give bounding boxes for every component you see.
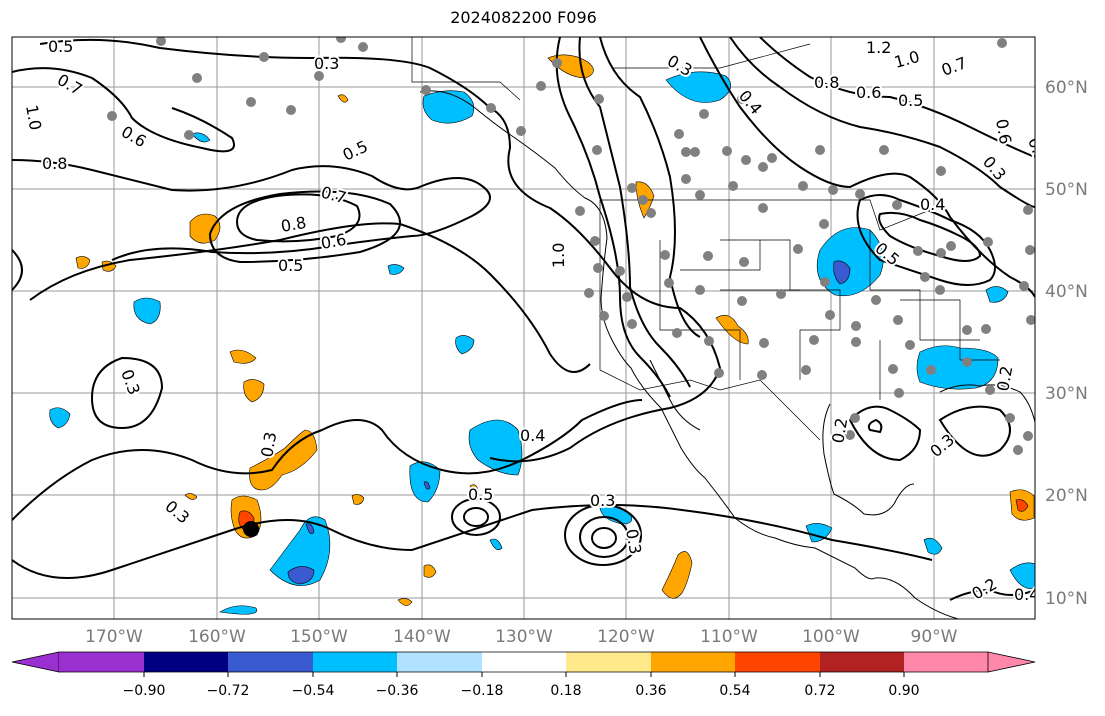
political-borders [411,37,1000,441]
colorbar-segment [904,652,988,672]
blue-region [305,523,315,535]
colorbar-segment [228,652,313,672]
contour-label: 1.2 [866,38,891,57]
station-markers [107,37,1035,455]
colorbar-segment [397,652,482,672]
light-blue-region [49,407,71,429]
contour-label: 0.4 [1014,585,1039,604]
light-blue-region [923,537,943,555]
contour-label: 0.8 [42,154,67,173]
lon-label: 90°W [911,627,958,647]
light-blue-region [985,286,1009,303]
light-blue-region [219,605,258,615]
red-region [1015,499,1029,512]
lat-label: 40°N [1045,282,1088,302]
light-blue-region [387,264,405,275]
orange-region [661,551,693,599]
map-frame [11,36,1036,620]
contour-label: 0.4 [920,195,945,214]
contour-label: 0.3 [590,491,615,510]
blue-region [423,481,431,490]
contour-label: 0.5 [468,485,493,504]
orange-region [184,493,198,500]
lat-label: 30°N [1045,384,1088,404]
contour-label: 0.4 [520,426,545,445]
lon-label: 100°W [802,627,860,647]
contour-label: 0.5 [48,37,73,56]
contour-label: 0.5 [278,256,303,275]
contour-label: 0.3 [314,54,339,73]
lat-label: 50°N [1045,180,1088,200]
colorbar-segment [566,652,651,672]
colorbar-low-extend [11,651,60,673]
lat-label: 60°N [1045,78,1088,98]
light-blue-region [1009,562,1035,589]
lon-label: 120°W [597,627,655,647]
light-blue-region [489,538,503,551]
lon-label: 110°W [700,627,758,647]
latitude-labels: 60°N 50°N 40°N 30°N 20°N 10°N [1045,78,1088,609]
colorbar-tick: −0.54 [292,683,335,699]
orange-region [423,564,437,578]
colorbar: −0.90 −0.72 −0.54 −0.36 −0.18 0.18 0.36 … [11,651,1036,699]
light-blue-region [422,90,475,124]
light-blue-region [916,345,999,390]
blue-region [287,566,315,585]
orange-region [351,494,365,505]
lon-label: 130°W [495,627,553,647]
colorbar-tick: 0.18 [550,683,581,699]
blue-region [833,260,851,285]
colorbar-segment [59,652,144,672]
colorbar-segment [820,652,904,672]
lon-label: 160°W [188,627,246,647]
contour-label: 0.8 [814,73,839,92]
orange-region [249,429,318,491]
orange-region [75,256,91,269]
colorbar-tick: −0.18 [461,683,504,699]
highlight-marker [243,521,259,537]
colorbar-segment [482,652,566,672]
orange-region [243,379,265,403]
colorbar-tick: 0.54 [719,683,750,699]
colorbar-tick: −0.36 [376,683,419,699]
colorbar-high-extend [987,651,1036,673]
colorbar-tick: 0.90 [888,683,919,699]
contour-label: 1.0 [549,243,568,268]
lon-label: 140°W [393,627,451,647]
lon-label: 150°W [290,627,348,647]
orange-region [229,349,257,364]
orange-region [189,213,221,244]
map-area: 0.5 0.3 0.7 1.0 0.8 0.6 0.5 0.7 0.8 0.6 … [12,37,1039,619]
colorbar-segment [144,652,228,672]
coastlines [419,90,1035,619]
colorbar-tick: 0.72 [804,683,835,699]
lat-label: 20°N [1045,486,1088,506]
orange-region [469,484,479,492]
colorbar-segment [735,652,820,672]
light-blue-region [805,523,833,543]
contours [12,37,1035,601]
light-blue-region [455,335,475,355]
light-blue-region [191,132,211,143]
colorbar-tick: −0.72 [207,683,250,699]
lon-label: 170°W [85,627,143,647]
colorbar-segment [651,652,735,672]
longitude-labels: 170°W 160°W 150°W 140°W 130°W 120°W 110°… [85,627,958,647]
orange-region [337,94,349,103]
map-title: 2024082200 F096 [450,8,597,27]
colorbar-segment [313,652,397,672]
contour-label: 0.6 [856,83,881,102]
lat-label: 10°N [1045,589,1088,609]
colorbar-tick: 0.36 [635,683,666,699]
light-blue-region [133,297,161,325]
colorbar-tick: −0.90 [123,683,166,699]
light-blue-region [269,516,331,586]
contour-label: 0.5 [898,91,923,110]
orange-region [397,598,413,606]
